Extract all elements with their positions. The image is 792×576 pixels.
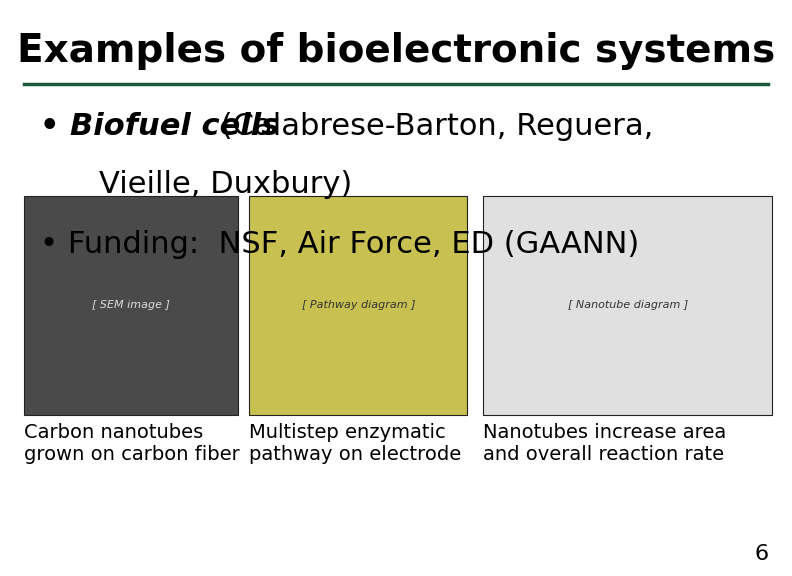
Text: • Funding:  NSF, Air Force, ED (GAANN): • Funding: NSF, Air Force, ED (GAANN) [40,230,639,259]
Text: •: • [40,112,59,141]
Text: Carbon nanotubes
grown on carbon fiber: Carbon nanotubes grown on carbon fiber [24,423,239,464]
Text: [ Pathway diagram ]: [ Pathway diagram ] [302,300,415,310]
Text: Biofuel cells: Biofuel cells [70,112,279,141]
Text: [ SEM image ]: [ SEM image ] [92,300,169,310]
FancyBboxPatch shape [249,196,467,415]
FancyBboxPatch shape [24,196,238,415]
Text: Vieille, Duxbury): Vieille, Duxbury) [99,170,352,199]
Text: Nanotubes increase area
and overall reaction rate: Nanotubes increase area and overall reac… [483,423,726,464]
Text: Examples of bioelectronic systems: Examples of bioelectronic systems [17,32,775,70]
Text: (Calabrese-Barton, Reguera,: (Calabrese-Barton, Reguera, [211,112,653,141]
FancyBboxPatch shape [483,196,772,415]
Text: [ Nanotube diagram ]: [ Nanotube diagram ] [568,300,687,310]
Text: Multistep enzymatic
pathway on electrode: Multistep enzymatic pathway on electrode [249,423,462,464]
Text: 6: 6 [754,544,768,564]
